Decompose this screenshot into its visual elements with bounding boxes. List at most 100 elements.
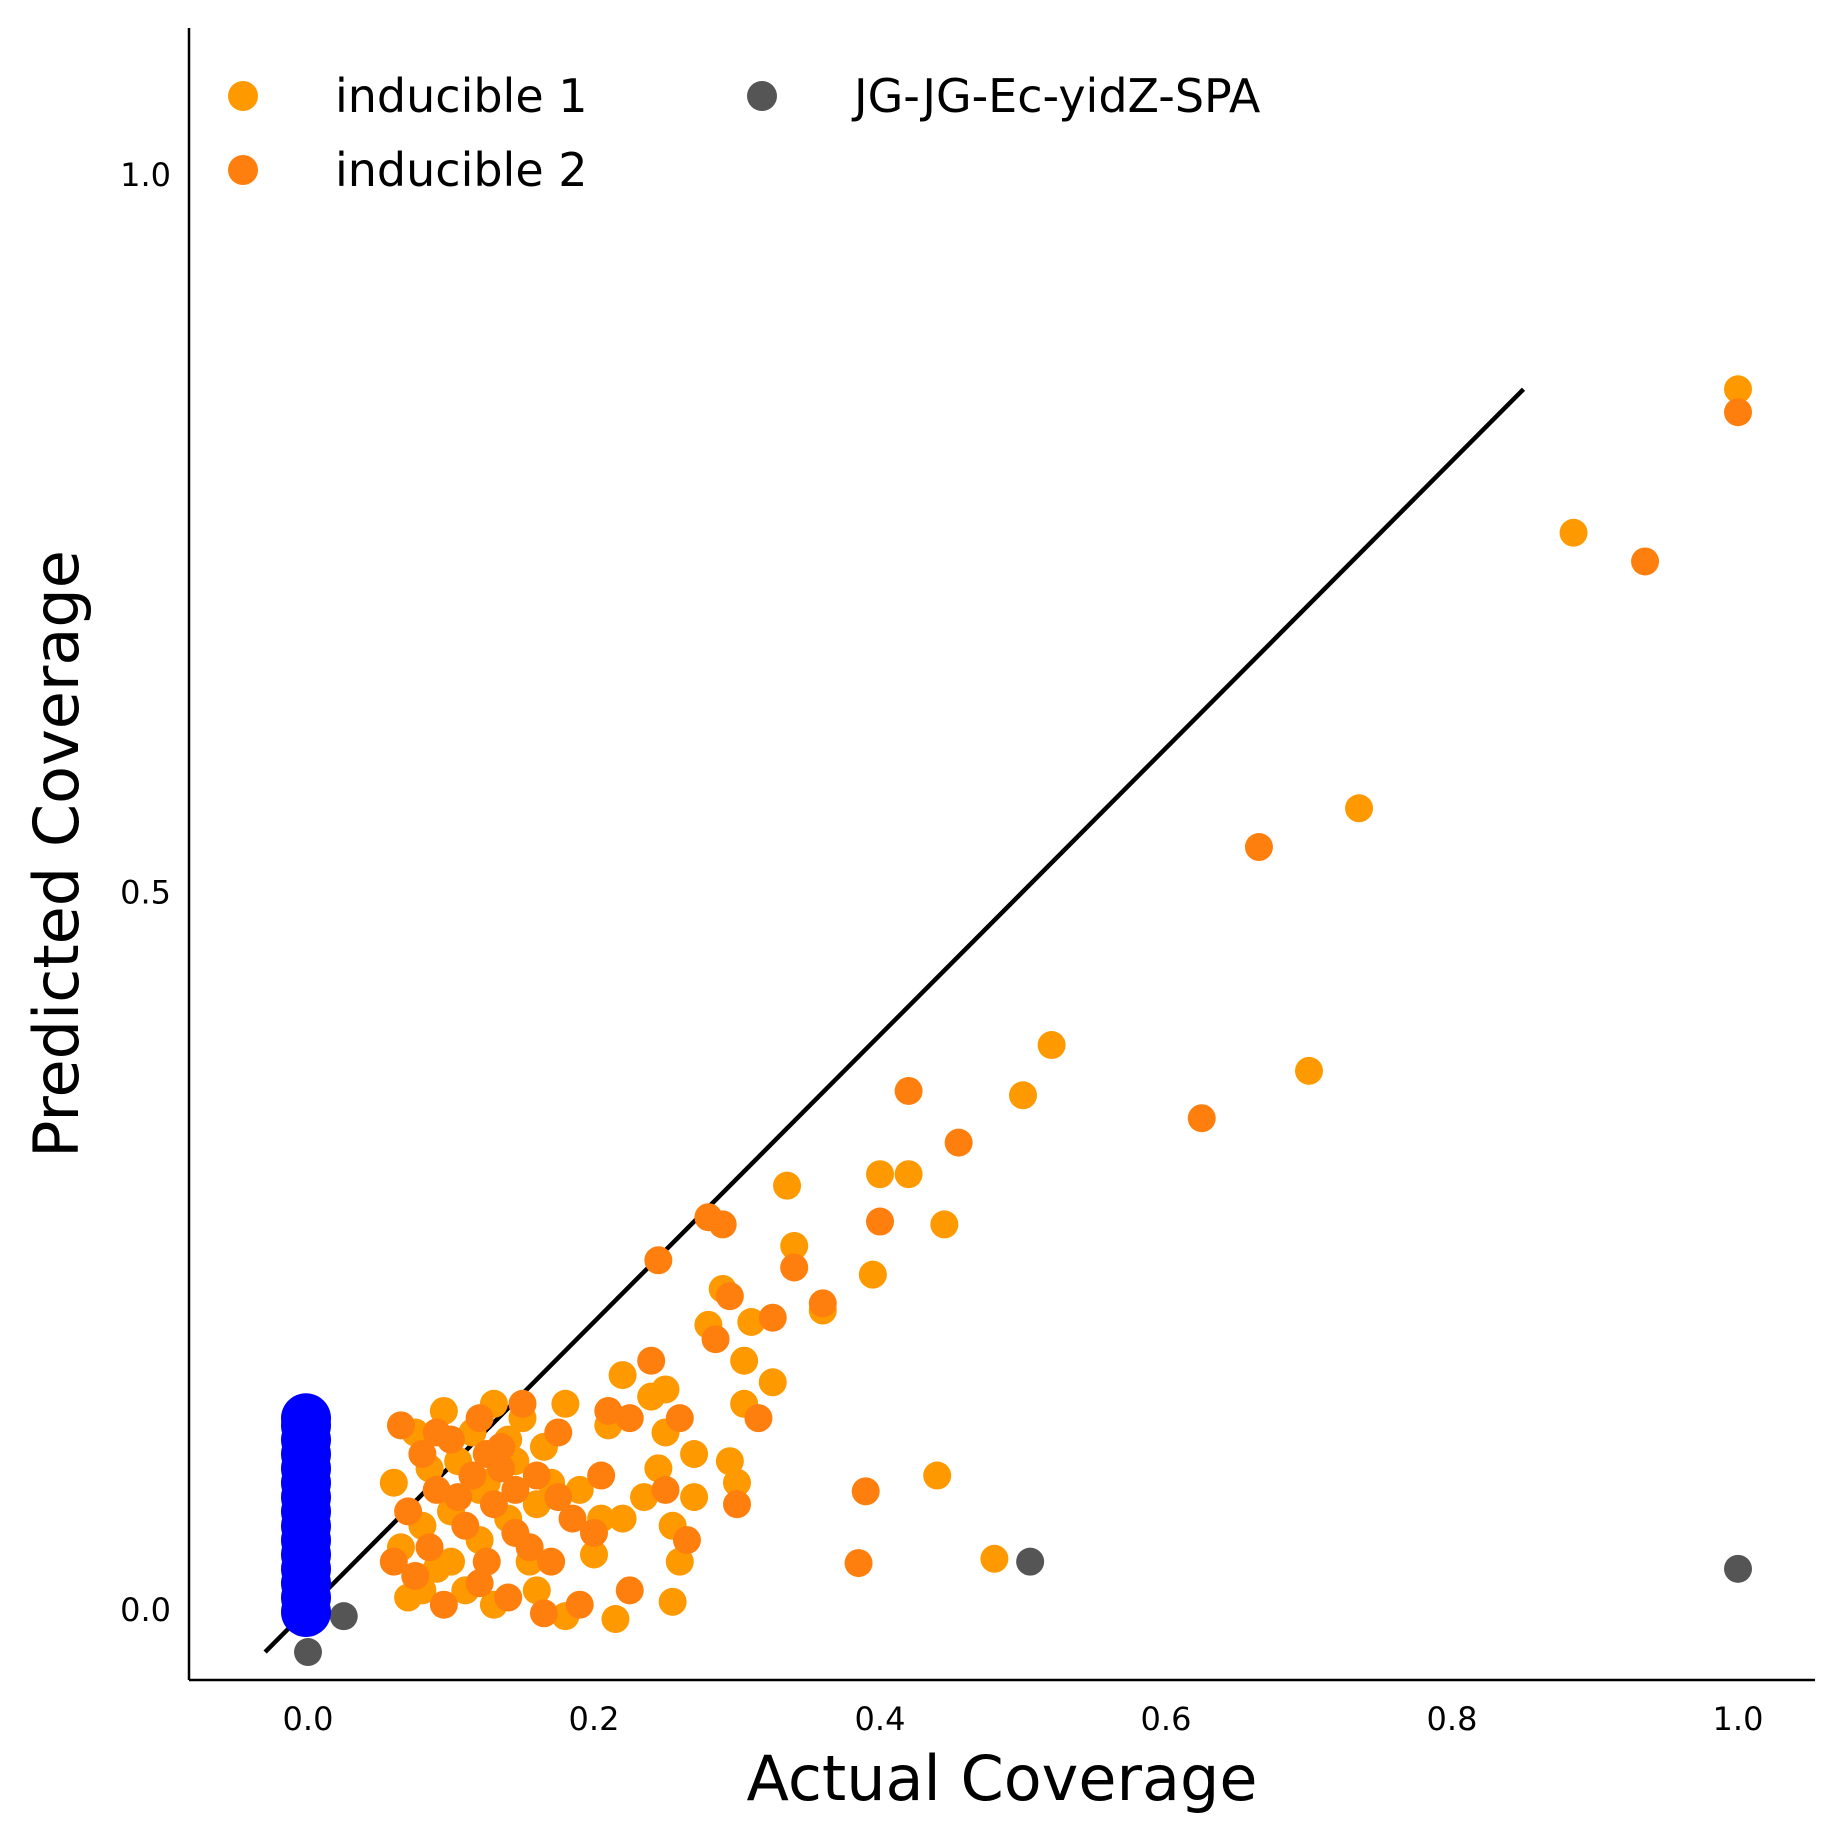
- data-point: [522, 1461, 551, 1490]
- data-point: [294, 1638, 322, 1667]
- series-3: [281, 1393, 331, 1637]
- data-point: [866, 1207, 894, 1236]
- data-point: [580, 1540, 608, 1569]
- data-point: [465, 1569, 494, 1598]
- data-point: [858, 1260, 887, 1289]
- data-point: [715, 1282, 744, 1311]
- data-point: [408, 1440, 437, 1469]
- data-point: [758, 1303, 787, 1332]
- data-point: [694, 1203, 723, 1232]
- data-point: [444, 1483, 473, 1512]
- data-point: [730, 1346, 759, 1375]
- legend-marker: [747, 81, 777, 111]
- data-point: [773, 1171, 802, 1200]
- data-point: [1724, 398, 1752, 427]
- data-point: [780, 1253, 809, 1282]
- data-point: [608, 1361, 637, 1390]
- legend-label: inducible 1: [335, 69, 588, 123]
- x-axis-label: Actual Coverage: [747, 1742, 1258, 1815]
- data-point: [472, 1440, 501, 1469]
- data-point: [501, 1475, 530, 1504]
- data-point: [680, 1483, 709, 1512]
- data-point: [672, 1526, 701, 1555]
- data-point: [558, 1504, 587, 1533]
- y-ticks: 0.0 0.5 1.0: [120, 156, 171, 1629]
- data-point: [422, 1475, 451, 1504]
- x-tick-label: 1.0: [1713, 1700, 1764, 1738]
- data-point: [544, 1418, 573, 1447]
- data-point: [1037, 1031, 1066, 1060]
- data-point: [544, 1483, 573, 1512]
- data-point: [844, 1549, 873, 1578]
- data-point: [923, 1461, 952, 1490]
- x-tick-label: 0.8: [1427, 1700, 1478, 1738]
- data-point: [644, 1246, 673, 1275]
- points-layer: [281, 375, 1752, 1667]
- data-point: [701, 1325, 730, 1354]
- data-point: [422, 1418, 451, 1447]
- data-point: [537, 1547, 566, 1576]
- legend-marker: [228, 155, 258, 185]
- data-point: [723, 1468, 751, 1497]
- data-point: [494, 1583, 523, 1612]
- data-point: [281, 1393, 331, 1444]
- y-tick-label: 0.5: [120, 874, 171, 912]
- series-1: [379, 398, 1752, 1628]
- data-point: [808, 1289, 837, 1318]
- data-point: [930, 1210, 959, 1239]
- data-point: [379, 1468, 408, 1497]
- data-point: [866, 1160, 894, 1189]
- data-point: [580, 1518, 608, 1547]
- x-tick-label: 0.0: [283, 1700, 334, 1738]
- data-point: [522, 1490, 551, 1519]
- axes: [187, 28, 1815, 1682]
- data-point: [944, 1128, 973, 1157]
- data-point: [1559, 518, 1588, 547]
- data-point: [715, 1447, 744, 1476]
- data-point: [637, 1382, 666, 1411]
- data-point: [1724, 1554, 1752, 1583]
- data-point: [680, 1440, 709, 1469]
- data-point: [894, 1076, 923, 1105]
- data-point: [1009, 1081, 1037, 1110]
- data-point: [1187, 1104, 1216, 1133]
- data-point: [1244, 833, 1273, 862]
- data-point: [665, 1404, 694, 1433]
- legend-label: inducible 2: [335, 143, 588, 197]
- data-point: [401, 1561, 430, 1590]
- data-point: [429, 1396, 458, 1425]
- data-point: [415, 1533, 444, 1562]
- data-point: [601, 1605, 630, 1634]
- data-point: [386, 1411, 415, 1440]
- x-tick-label: 0.6: [1141, 1700, 1192, 1738]
- data-point: [658, 1587, 687, 1616]
- data-point: [1295, 1056, 1323, 1085]
- data-point: [894, 1160, 923, 1189]
- legend-marker: [228, 81, 258, 111]
- data-point: [1631, 547, 1660, 576]
- series-2: [294, 1547, 1752, 1667]
- data-point: [744, 1404, 773, 1433]
- data-point: [615, 1576, 644, 1605]
- data-point: [465, 1404, 494, 1433]
- data-point: [1345, 794, 1374, 823]
- x-tick-label: 0.2: [569, 1700, 620, 1738]
- x-ticks: 0.0 0.2 0.4 0.6 0.8 1.0: [283, 1700, 1764, 1738]
- data-point: [329, 1602, 358, 1631]
- y-tick-label: 1.0: [120, 156, 171, 194]
- data-point: [565, 1590, 594, 1619]
- data-point: [608, 1504, 637, 1533]
- data-point: [637, 1346, 666, 1375]
- data-point: [508, 1389, 537, 1418]
- data-point: [737, 1308, 766, 1336]
- data-point: [429, 1590, 458, 1619]
- legend-label: JG-JG-Ec-yidZ-SPA: [851, 69, 1261, 123]
- legend: inducible 1 inducible 2 JG-JG-Ec-yidZ-SPA: [228, 69, 1261, 197]
- x-tick-label: 0.4: [855, 1700, 906, 1738]
- data-point: [522, 1576, 551, 1605]
- y-axis-label: Predicted Coverage: [20, 550, 93, 1158]
- y-tick-label: 0.0: [120, 1591, 171, 1629]
- data-point: [515, 1533, 544, 1562]
- data-point: [529, 1599, 558, 1628]
